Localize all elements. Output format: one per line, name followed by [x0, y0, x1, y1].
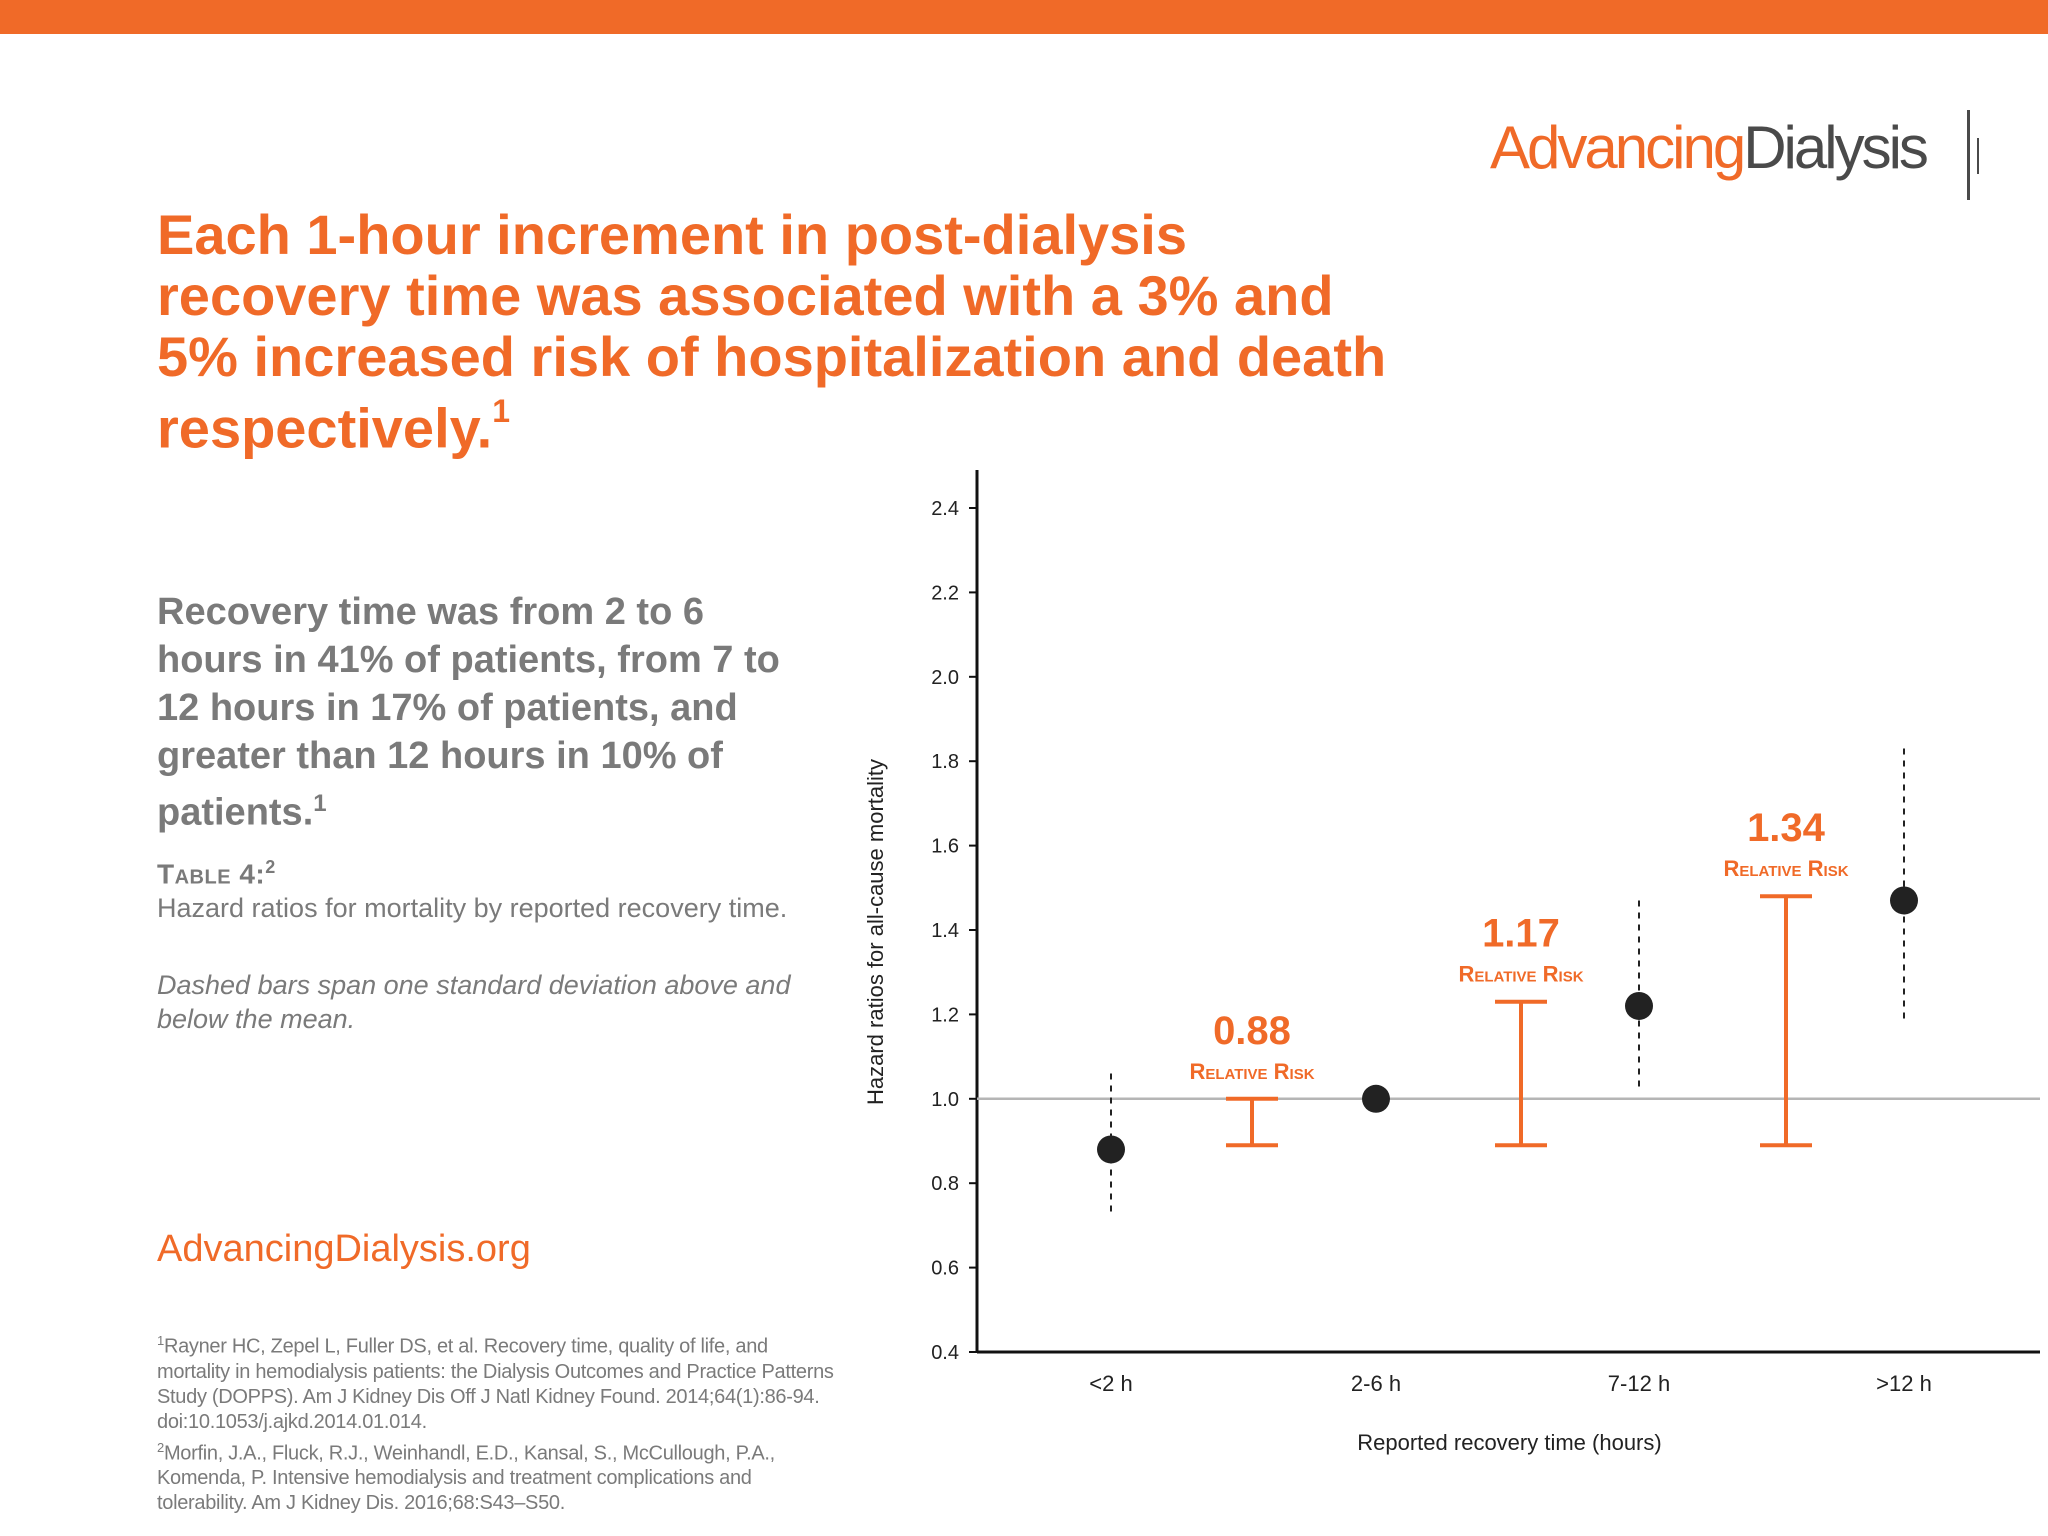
- relative-risk-bar: 0.88 Relative Risk: [1189, 1009, 1315, 1148]
- rr-value: 1.17: [1482, 912, 1560, 956]
- y-tick-label: 2.4: [931, 498, 959, 520]
- logo-part-advancing: Advancing: [1490, 114, 1746, 181]
- table-label: Table 4:2: [157, 857, 276, 890]
- reference-1-number: 1: [157, 1333, 164, 1348]
- rr-label: Relative Risk: [1458, 962, 1583, 987]
- x-tick-label: 7-12 h: [1608, 1371, 1670, 1396]
- reference-1-text: Rayner HC, Zepel L, Fuller DS, et al. Re…: [157, 1335, 834, 1433]
- headline-footnote: 1: [492, 393, 510, 429]
- rr-label: Relative Risk: [1723, 856, 1848, 881]
- y-tick-label: 0.4: [931, 1342, 959, 1364]
- logo-part-dialysis: Dialysis: [1743, 114, 1929, 181]
- x-tick-label: 2-6 h: [1351, 1371, 1401, 1396]
- logo-text: AdvancingDialysis: [1490, 112, 1929, 184]
- y-axis-label: Hazard ratios for all-cause mortality: [863, 759, 888, 1105]
- reference-1: 1Rayner HC, Zepel L, Fuller DS, et al. R…: [157, 1328, 837, 1435]
- y-tick-label: 1.0: [931, 1089, 959, 1111]
- summary-text: Recovery time was from 2 to 6 hours in 4…: [157, 591, 780, 834]
- point-marker: [1097, 1135, 1125, 1164]
- y-tick-label: 1.6: [931, 836, 959, 858]
- point-marker: [1625, 991, 1653, 1020]
- rr-value: 0.88: [1213, 1009, 1291, 1053]
- y-tick-label: 2.2: [931, 582, 959, 604]
- relative-risk-bar: 1.34 Relative Risk: [1723, 806, 1849, 1148]
- rr-value: 1.34: [1747, 806, 1826, 850]
- recovery-summary: Recovery time was from 2 to 6 hours in 4…: [157, 588, 797, 837]
- reference-2-number: 2: [157, 1439, 164, 1455]
- table-note: Dashed bars span one standard deviation …: [157, 970, 791, 1034]
- y-tick-label: 1.8: [931, 751, 959, 773]
- references: 1Rayner HC, Zepel L, Fuller DS, et al. R…: [157, 1328, 837, 1516]
- top-accent-bar: [0, 0, 2048, 34]
- x-axis-label: Reported recovery time (hours): [1357, 1430, 1661, 1455]
- reference-2-text: Morfin, J.A., Fluck, R.J., Weinhandl, E.…: [157, 1442, 775, 1515]
- data-point: [1097, 1073, 1125, 1217]
- data-point: [1625, 900, 1653, 1091]
- headline-text: Each 1-hour increment in post-dialysis r…: [157, 203, 1387, 460]
- site-link[interactable]: AdvancingDialysis.org: [157, 1228, 531, 1270]
- headline: Each 1-hour increment in post-dialysis r…: [157, 204, 1407, 459]
- logo-bars-icon: [1967, 110, 1979, 200]
- reference-2: 2Morfin, J.A., Fluck, R.J., Weinhandl, E…: [157, 1435, 837, 1517]
- point-marker: [1890, 886, 1918, 915]
- data-point: [1362, 1084, 1390, 1113]
- y-tick-label: 0.6: [931, 1258, 959, 1280]
- x-tick-label: <2 h: [1089, 1371, 1132, 1396]
- table-label-footnote: 2: [265, 857, 276, 877]
- logo: AdvancingDialysis: [1490, 110, 2010, 202]
- table-label-text: Table 4:: [157, 858, 266, 890]
- hazard-ratio-chart: 0.4 0.6 0.8 1.0 1.2 1.4 1.6 1.8 2.0 2.2 2.4 <2 h 2-6…: [863, 470, 2040, 1455]
- relative-risk-bar: 1.17 Relative Risk: [1458, 912, 1584, 1148]
- y-tick-label: 2.0: [931, 667, 959, 689]
- point-marker: [1362, 1084, 1390, 1113]
- y-tick-label: 0.8: [931, 1173, 959, 1195]
- data-points-group: [1097, 748, 1918, 1217]
- data-point: [1890, 748, 1918, 1019]
- x-tick-label: >12 h: [1876, 1371, 1932, 1396]
- summary-footnote: 1: [313, 790, 327, 817]
- rr-label: Relative Risk: [1189, 1059, 1314, 1084]
- chart-axes: 0.4 0.6 0.8 1.0 1.2 1.4 1.6 1.8 2.0 2.2 2.4 <2 h 2-6…: [931, 470, 2040, 1396]
- y-tick-label: 1.4: [931, 920, 959, 942]
- y-tick-label: 1.2: [931, 1004, 959, 1026]
- relative-risk-group: 0.88 Relative Risk 1.17 Relative Risk 1.34 Re…: [1189, 806, 1849, 1148]
- table-description: Hazard ratios for mortality by reported …: [157, 893, 788, 923]
